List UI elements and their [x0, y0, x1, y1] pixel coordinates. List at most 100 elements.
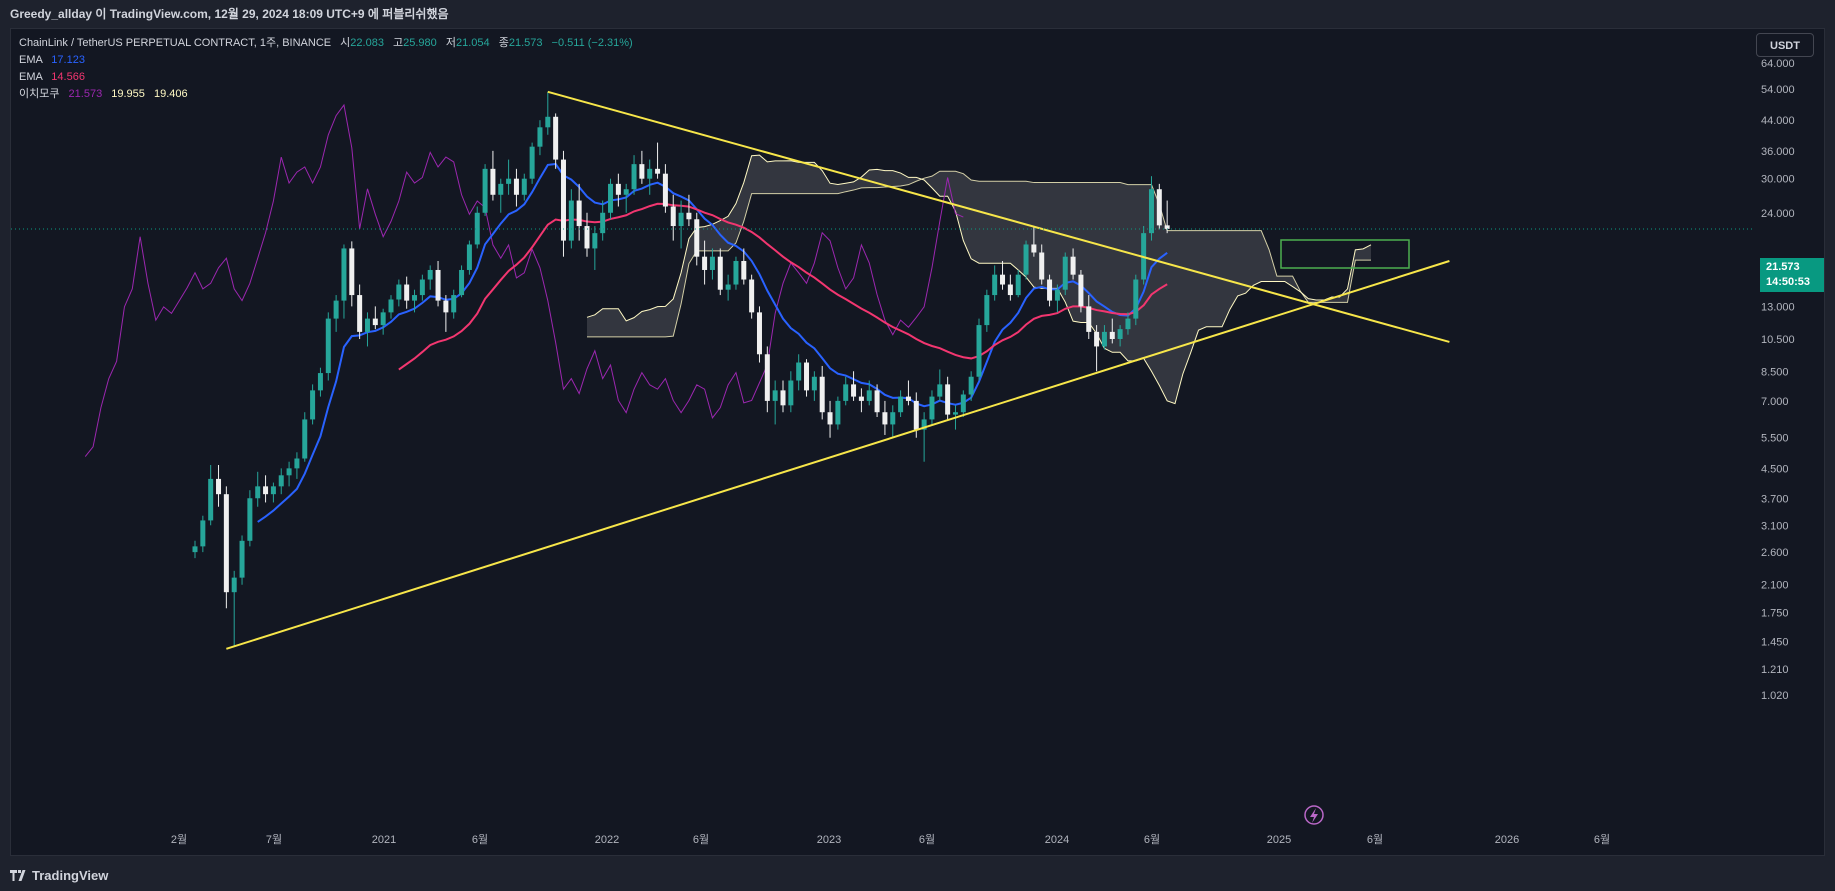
candle-body	[192, 546, 198, 553]
candle-body	[1031, 244, 1037, 253]
y-tick-label: 13.000	[1761, 301, 1795, 313]
candle-body	[984, 295, 990, 326]
candle-body	[1047, 279, 1053, 301]
y-tick-label: 2.100	[1761, 580, 1789, 592]
candle-body	[278, 475, 284, 487]
candle-body	[286, 468, 292, 476]
chart-pane[interactable]: 64.00054.00044.00036.00030.00024.00016.0…	[10, 28, 1825, 856]
symbol-name[interactable]: ChainLink / TetherUS PERPETUAL CONTRACT,…	[19, 37, 332, 49]
candle-body	[945, 384, 951, 415]
candle-body	[686, 212, 692, 220]
candle-body	[435, 269, 441, 301]
candle-body	[223, 494, 229, 593]
candle-body	[623, 189, 629, 195]
candle-body	[333, 300, 339, 319]
candle-body	[1109, 331, 1115, 339]
candle-body	[655, 168, 661, 174]
x-tick-label: 6월	[1144, 833, 1160, 846]
ema-slow-line	[398, 202, 1168, 371]
candle-body	[270, 486, 276, 495]
candle-body	[474, 212, 480, 245]
candle-body	[1148, 189, 1154, 234]
candle-body	[247, 498, 253, 541]
ichimoku-span-b-value: 19.406	[153, 88, 188, 100]
low-label: 저	[445, 37, 456, 49]
candle-body	[819, 376, 825, 413]
candle-body	[419, 279, 425, 296]
ema-fast-label: EMA	[19, 54, 43, 66]
x-tick-label: 2022	[595, 834, 619, 846]
candle-body	[592, 233, 598, 249]
candle-body	[764, 354, 770, 401]
candle-body	[898, 396, 904, 413]
candle-body	[357, 295, 363, 332]
candle-body	[560, 159, 566, 241]
x-tick-label: 7월	[266, 833, 282, 846]
ema-fast-legend-row[interactable]: EMA 17.123	[19, 52, 633, 69]
ichimoku-lagging-value: 21.573	[68, 88, 103, 100]
candle-body	[717, 256, 723, 290]
y-tick-label: 2.600	[1761, 547, 1789, 559]
candle-body	[858, 396, 864, 401]
ema-slow-legend-row[interactable]: EMA 14.566	[19, 69, 633, 86]
candle-body	[576, 200, 582, 227]
currency-button[interactable]: USDT	[1756, 33, 1814, 57]
candle-body	[372, 318, 378, 326]
x-tick-label: 2021	[372, 834, 396, 846]
candle-body	[827, 412, 833, 425]
candle-body	[1117, 329, 1123, 339]
candle-body	[804, 362, 810, 391]
candle-body	[380, 312, 386, 326]
candle-body	[325, 318, 331, 374]
y-tick-label: 7.000	[1761, 396, 1789, 408]
x-tick-label: 6월	[1367, 833, 1383, 846]
chart-legend: ChainLink / TetherUS PERPETUAL CONTRACT,…	[19, 35, 633, 103]
y-tick-label: 36.000	[1761, 146, 1795, 158]
y-tick-label: 8.500	[1761, 366, 1789, 378]
tradingview-logo[interactable]: TradingView	[10, 868, 108, 883]
candle-body	[568, 200, 574, 241]
candle-body	[647, 168, 653, 179]
candle-body	[851, 384, 857, 397]
high-value: 25.980	[403, 37, 437, 49]
candle-body	[459, 269, 465, 296]
open-value: 22.083	[350, 37, 384, 49]
tradingview-logo-icon	[10, 870, 26, 881]
candle-body	[968, 376, 974, 395]
candle-body	[1007, 284, 1013, 296]
candle-body	[866, 390, 872, 401]
x-tick-label: 2월	[171, 833, 187, 846]
price-chart[interactable]: 64.00054.00044.00036.00030.00024.00016.0…	[11, 29, 1825, 856]
lightning-bolt	[1310, 808, 1318, 823]
candle-body	[529, 146, 535, 179]
ema-fast-value: 17.123	[51, 54, 85, 66]
y-tick-label: 10.500	[1761, 334, 1795, 346]
candle-body	[513, 178, 519, 195]
candle-body	[796, 362, 802, 381]
open-label: 시	[340, 37, 351, 49]
y-tick-label: 30.000	[1761, 174, 1795, 186]
x-tick-label: 6월	[693, 833, 709, 846]
y-tick-label: 3.100	[1761, 520, 1789, 532]
candle-body	[412, 295, 418, 301]
candle-body	[364, 318, 370, 332]
x-tick-label: 6월	[1594, 833, 1610, 846]
x-tick-label: 2026	[1495, 834, 1519, 846]
candle-body	[1078, 274, 1084, 307]
candle-body	[1000, 274, 1006, 285]
candle-body	[960, 394, 966, 413]
y-tick-label: 1.750	[1761, 608, 1789, 620]
bar-countdown: 14:50:53	[1766, 276, 1811, 288]
candle-body	[294, 458, 300, 469]
candle-body	[427, 269, 433, 280]
candle-body	[678, 212, 684, 227]
candle-body	[843, 384, 849, 401]
candle-body	[772, 390, 778, 401]
candle-body	[725, 284, 731, 290]
y-tick-label: 24.000	[1761, 208, 1795, 220]
candle-body	[709, 256, 715, 270]
candle-body	[733, 260, 739, 285]
symbol-legend-row[interactable]: ChainLink / TetherUS PERPETUAL CONTRACT,…	[19, 35, 633, 52]
ichimoku-legend-row[interactable]: 이치모쿠 21.573 19.955 19.406	[19, 86, 633, 103]
candle-body	[615, 183, 621, 195]
